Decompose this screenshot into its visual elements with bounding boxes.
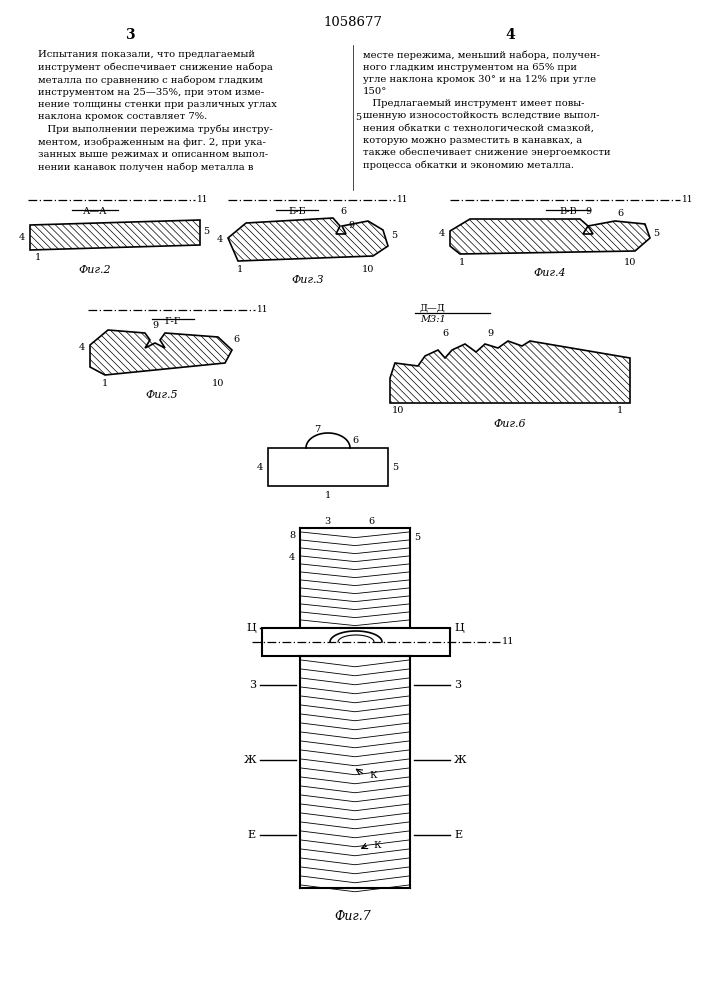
- Text: Фиг.4: Фиг.4: [534, 268, 566, 278]
- Text: 4: 4: [257, 462, 263, 472]
- Text: Фиг.3: Фиг.3: [292, 275, 325, 285]
- Text: Ж: Ж: [454, 755, 467, 765]
- Text: 7: 7: [314, 424, 320, 434]
- Text: 1: 1: [102, 379, 108, 388]
- Bar: [300, 528, 410, 628]
- Text: 9: 9: [585, 208, 591, 217]
- Text: 9: 9: [152, 322, 158, 330]
- Text: 11: 11: [397, 196, 409, 205]
- Text: 5: 5: [355, 113, 361, 122]
- Text: Испытания показали, что предлагаемый
инструмент обеспечивает снижение набора
мет: Испытания показали, что предлагаемый инс…: [38, 50, 277, 172]
- Text: 5: 5: [653, 230, 659, 238]
- Text: 1: 1: [459, 258, 465, 267]
- Text: Фиг.5: Фиг.5: [146, 390, 178, 400]
- Text: Ц: Ц: [454, 623, 464, 633]
- Text: 11: 11: [682, 196, 694, 205]
- Text: месте пережима, меньший набора, получен-
ного гладким инструментом на 65% при
уг: месте пережима, меньший набора, получен-…: [363, 50, 611, 170]
- Polygon shape: [90, 330, 232, 375]
- Text: 6: 6: [617, 210, 623, 219]
- Text: 5: 5: [414, 534, 420, 542]
- Text: М3:1: М3:1: [420, 316, 445, 324]
- Polygon shape: [228, 218, 388, 261]
- Text: 5: 5: [391, 232, 397, 240]
- Text: 3: 3: [325, 518, 331, 526]
- Text: 1: 1: [237, 265, 243, 274]
- Text: 5: 5: [203, 228, 209, 236]
- Text: 4: 4: [288, 554, 295, 562]
- Bar: [262, 628, 450, 656]
- Text: 11: 11: [197, 196, 209, 205]
- Bar: [268, 448, 388, 486]
- Polygon shape: [390, 341, 630, 403]
- Text: 6: 6: [352, 436, 358, 445]
- Text: 9: 9: [348, 222, 354, 231]
- Text: 4: 4: [217, 235, 223, 244]
- Text: Ц: Ц: [246, 623, 256, 633]
- Text: 3: 3: [249, 680, 256, 690]
- Text: 6: 6: [233, 334, 239, 344]
- Text: 6: 6: [368, 518, 375, 526]
- Text: А—А: А—А: [83, 207, 107, 216]
- Text: Д—Д: Д—Д: [420, 304, 445, 312]
- Polygon shape: [450, 219, 650, 254]
- Text: 4: 4: [78, 342, 85, 352]
- Text: 8: 8: [289, 532, 295, 540]
- Text: Е: Е: [454, 830, 462, 840]
- Text: 10: 10: [624, 258, 636, 267]
- Text: Б-Б: Б-Б: [288, 207, 306, 216]
- Text: 1: 1: [35, 253, 41, 262]
- Text: Фиг.2: Фиг.2: [78, 265, 111, 275]
- Text: Ж: Ж: [243, 755, 256, 765]
- Text: 10: 10: [392, 406, 404, 415]
- Text: 11: 11: [502, 638, 515, 647]
- Text: 6: 6: [442, 330, 448, 338]
- Text: 4: 4: [19, 233, 25, 242]
- Text: Г-Г: Г-Г: [165, 317, 181, 326]
- Text: 10: 10: [212, 379, 224, 388]
- Text: 10: 10: [362, 265, 374, 274]
- Text: 9: 9: [487, 330, 493, 338]
- Text: 6: 6: [340, 208, 346, 217]
- Text: 3: 3: [125, 28, 135, 42]
- Text: 1: 1: [617, 406, 623, 415]
- Bar: [300, 656, 410, 888]
- Text: Е: Е: [248, 830, 256, 840]
- Text: 3: 3: [454, 680, 461, 690]
- Text: Фиг.7: Фиг.7: [334, 910, 371, 923]
- Text: 11: 11: [257, 306, 269, 314]
- Text: К: К: [369, 770, 377, 780]
- Text: 5: 5: [392, 462, 398, 472]
- Text: К: К: [373, 840, 380, 850]
- Text: 4: 4: [439, 230, 445, 238]
- Text: 4: 4: [505, 28, 515, 42]
- Text: 1: 1: [325, 491, 331, 500]
- Polygon shape: [30, 220, 200, 250]
- Text: Фиг.6: Фиг.6: [493, 419, 526, 429]
- Text: 1058677: 1058677: [324, 15, 382, 28]
- Text: В-В: В-В: [559, 207, 577, 216]
